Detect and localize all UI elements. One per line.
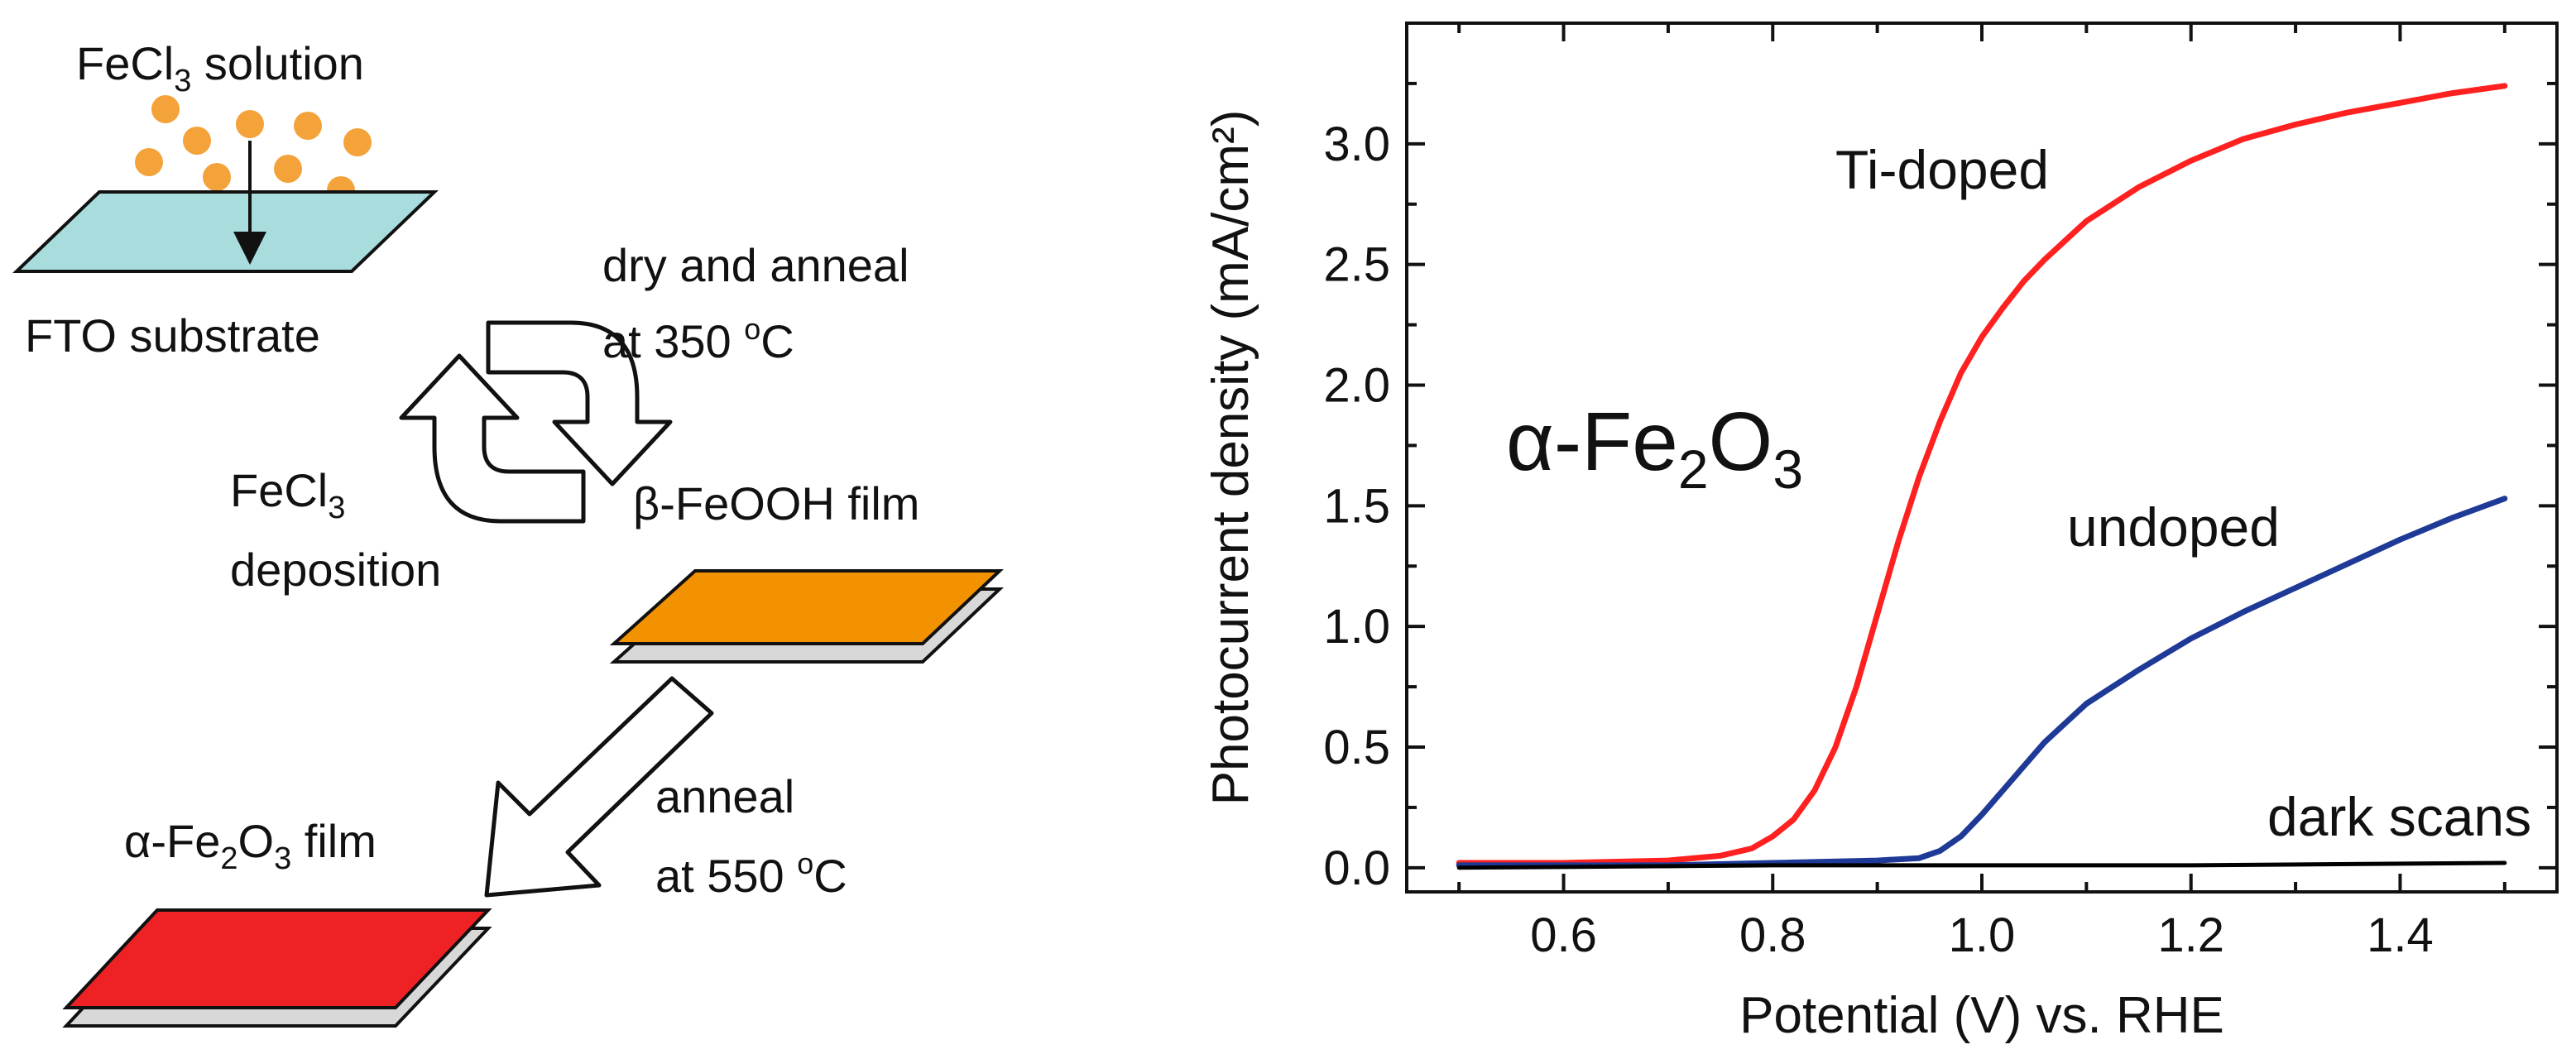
y-tick-label: 2.0 [1323,359,1390,413]
cycle-arrows-icon [399,320,673,524]
solution-droplets [135,95,372,204]
droplet [274,155,302,183]
droplet [151,95,180,123]
solution-label: FeCl3 solution [76,37,364,98]
material-annotation: α-Fe2O3 [1506,395,1803,500]
ti-doped-label: Ti-doped [1835,139,2049,200]
y-tick-label: 3.0 [1323,117,1390,171]
x-tick-label: 1.2 [2157,908,2224,962]
undoped-label: undoped [2067,496,2280,558]
substrate-label: FTO substrate [25,309,320,362]
beta-film-label: β-FeOOH film [633,477,919,530]
alpha-film-label: α-Fe2O3 film [124,815,377,876]
axis-ticks: 0.6 0.8 1.0 1.2 1.4 0.0 0.5 1.0 1.5 2.0 2.5 3.0 [1323,23,2557,962]
y-tick-label: 1.5 [1323,479,1390,533]
dark-scans-label: dark scans [2267,786,2531,847]
alpha-film [62,908,492,1009]
fto-substrate [12,190,439,273]
y-tick-label: 0.0 [1323,841,1390,895]
deposition-label: FeCl3 [230,464,345,525]
droplet [203,163,231,191]
synthesis-schematic: FeCl3 solution FTO substrate dry and ann… [12,37,1005,1028]
series-ti-doped [1456,83,2508,866]
droplet [236,110,264,138]
series-dark-scans [1456,860,2507,870]
deposition-label-2: deposition [230,544,441,596]
x-axis-label: Potential (V) vs. RHE [1739,987,2224,1044]
anneal-temp: at 550 oC [655,846,847,902]
droplet [343,128,372,156]
droplet [294,112,322,140]
x-tick-label: 1.0 [1949,908,2016,962]
y-axis-label: Photocurrent density (mA/cm²) [1202,110,1259,806]
beta-film [609,569,1005,645]
droplet [183,127,211,155]
x-tick-label: 0.8 [1739,908,1806,962]
x-tick-label: 1.4 [2367,908,2434,962]
photocurrent-chart: 0.6 0.8 1.0 1.2 1.4 0.0 0.5 1.0 1.5 2.0 2.5 3.0 Pot… [1202,22,2559,1044]
series-undoped [1456,496,2508,869]
anneal-arrow-icon [484,676,714,898]
x-tick-label: 0.6 [1530,908,1597,962]
y-tick-label: 1.0 [1323,600,1390,654]
dry-anneal-temp: at 350 oC [602,312,794,367]
droplet [135,148,163,176]
y-tick-label: 2.5 [1323,238,1390,292]
anneal-label: anneal [655,770,794,822]
dry-anneal-label: dry and anneal [602,239,909,291]
y-tick-label: 0.5 [1323,721,1390,774]
data-series [1456,83,2508,870]
